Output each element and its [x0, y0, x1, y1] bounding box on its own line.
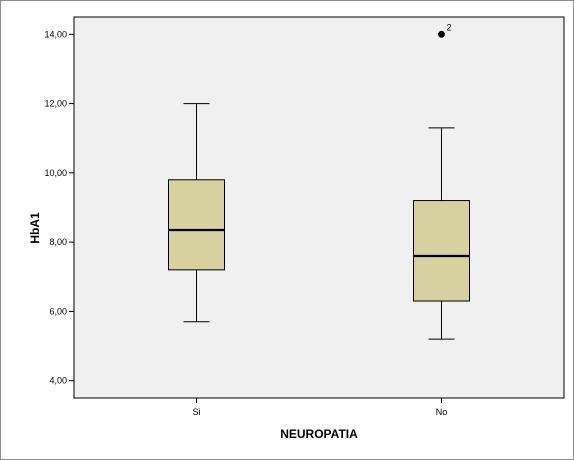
y-tick-label: 12,00 — [44, 99, 67, 109]
boxes: 2 — [168, 22, 470, 340]
x-axis: Si No — [192, 398, 447, 417]
x-tick-label: No — [436, 407, 448, 417]
outlier-point — [438, 30, 445, 38]
y-tick-label: 6,00 — [49, 306, 67, 316]
iqr-box — [168, 179, 225, 271]
y-axis: 4,00 6,00 8,00 10,00 12,00 14,00 — [44, 29, 74, 386]
y-tick-label: 14,00 — [44, 29, 67, 39]
x-tick-label: Si — [192, 407, 200, 417]
y-tick-label: 4,00 — [49, 376, 67, 386]
y-tick-label: 10,00 — [44, 168, 67, 178]
box-no: 2 — [413, 22, 470, 340]
y-tick-label: 8,00 — [49, 237, 67, 247]
x-axis-title: NEUROPATIA — [280, 427, 358, 441]
y-axis-title: HbA1 — [28, 212, 42, 244]
box-si — [168, 103, 225, 323]
plot-area — [73, 16, 565, 399]
outlier-label: 2 — [447, 22, 452, 32]
iqr-box — [413, 200, 470, 302]
